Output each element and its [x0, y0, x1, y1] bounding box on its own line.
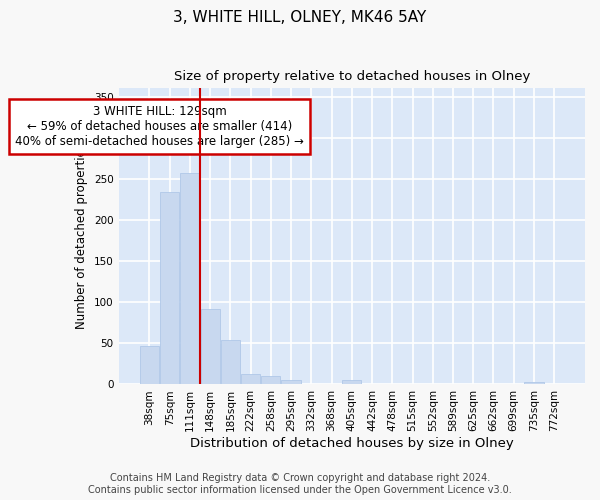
Bar — [261, 376, 280, 384]
Bar — [140, 346, 159, 385]
Bar — [221, 340, 240, 384]
Text: 3 WHITE HILL: 129sqm
← 59% of detached houses are smaller (414)
40% of semi-deta: 3 WHITE HILL: 129sqm ← 59% of detached h… — [15, 105, 304, 148]
Bar — [160, 192, 179, 384]
Bar — [524, 382, 544, 384]
Title: Size of property relative to detached houses in Olney: Size of property relative to detached ho… — [173, 70, 530, 83]
X-axis label: Distribution of detached houses by size in Olney: Distribution of detached houses by size … — [190, 437, 514, 450]
Bar — [241, 374, 260, 384]
Y-axis label: Number of detached properties: Number of detached properties — [76, 144, 88, 330]
Bar — [281, 380, 301, 384]
Text: Contains HM Land Registry data © Crown copyright and database right 2024.
Contai: Contains HM Land Registry data © Crown c… — [88, 474, 512, 495]
Bar — [181, 173, 200, 384]
Bar — [200, 309, 220, 384]
Text: 3, WHITE HILL, OLNEY, MK46 5AY: 3, WHITE HILL, OLNEY, MK46 5AY — [173, 10, 427, 25]
Bar — [342, 380, 361, 384]
